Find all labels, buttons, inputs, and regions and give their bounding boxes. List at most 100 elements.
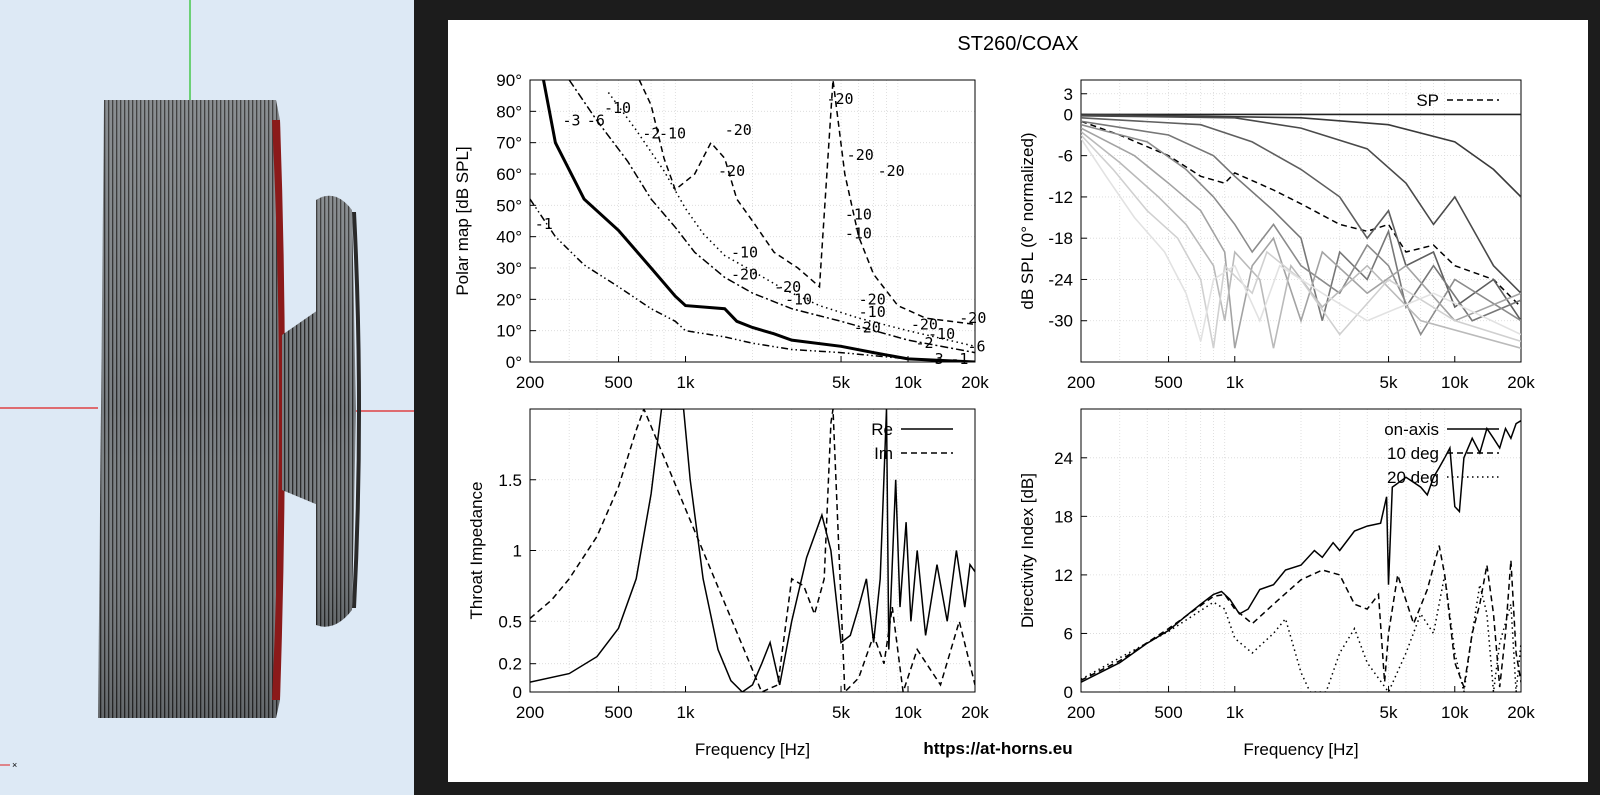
chart-polar-map: 200 500 1k 5k 10k 20k 0° 10° 20° 30° 40° 50° 60° 70° 8… — [453, 71, 989, 392]
x-tick-label: 10k — [894, 703, 922, 722]
legend-label: 20 deg — [1387, 468, 1439, 487]
contour-label: -10 — [859, 303, 886, 321]
contour-label: -10 — [731, 243, 758, 261]
contour-label: -20 — [878, 162, 905, 180]
contour-label: -20 — [859, 290, 886, 308]
y-axis-label: Throat Impedance — [467, 482, 486, 620]
series-group — [530, 80, 975, 362]
series-group — [1081, 113, 1521, 349]
contour-label: -10 — [845, 206, 872, 224]
legend-label: Im — [874, 444, 893, 463]
x-tick-label: 5k — [1380, 703, 1398, 722]
charts-group: 200 500 1k 5k 10k 20k 0° 10° 20° 30° 40° 50° 60° 70° 8… — [453, 71, 1535, 759]
y-tick-label: -12 — [1048, 188, 1073, 207]
y-tick-label: 0.5 — [498, 612, 522, 631]
y-tick-label: -30 — [1048, 312, 1073, 331]
report-title: ST260/COAX — [957, 33, 1078, 55]
legend-label: on-axis — [1384, 420, 1439, 439]
y-tick-label: 30° — [496, 259, 522, 278]
series-line — [1081, 130, 1521, 349]
series-line — [1081, 113, 1521, 198]
series-line-on-axis — [1081, 420, 1521, 683]
x-tick-label: 1k — [1226, 703, 1244, 722]
series-line — [1081, 127, 1521, 349]
y-tick-label: 12 — [1054, 566, 1073, 585]
series-line — [530, 198, 975, 362]
svg-text:×: × — [12, 760, 17, 770]
chart-directivity-index: 200 500 1k 5k 10k 20k 0 6 12 18 24 Directivity Inde… — [1018, 408, 1535, 759]
x-tick-label: 1k — [677, 373, 695, 392]
legend-label: 10 deg — [1387, 444, 1439, 463]
y-tick-label: 1 — [513, 542, 522, 561]
series-line-im — [530, 409, 975, 692]
series-line-re — [530, 409, 975, 692]
y-tick-label: 0 — [1064, 105, 1073, 124]
y-tick-label: -24 — [1048, 270, 1073, 289]
y-tick-label: 50° — [496, 196, 522, 215]
series-line — [568, 80, 975, 354]
x-axis-label: Frequency [Hz] — [1243, 740, 1358, 759]
y-axis-label: Directivity Index [dB] — [1018, 473, 1037, 628]
x-tick-label: 5k — [832, 373, 850, 392]
x-tick-label: 200 — [516, 373, 544, 392]
y-tick-label: 60° — [496, 165, 522, 184]
contour-label: -3 — [926, 350, 944, 368]
series-line — [542, 80, 975, 362]
x-tick-label: 5k — [832, 703, 850, 722]
x-tick-label: 200 — [516, 703, 544, 722]
origin-axis-icon: × — [0, 760, 17, 770]
x-tick-label: 500 — [604, 703, 632, 722]
horn-body — [98, 100, 361, 718]
horn-3d-view[interactable]: × — [0, 0, 414, 795]
contour-label: -2 — [642, 124, 660, 142]
series-line — [1081, 123, 1521, 337]
series-line-10-deg — [1081, 545, 1521, 691]
x-tick-label: 10k — [1441, 373, 1469, 392]
viewport-separator — [414, 0, 448, 795]
y-tick-label: 80° — [496, 102, 522, 121]
y-tick-label: 0 — [513, 683, 522, 702]
series-group — [1081, 420, 1521, 692]
contour-label: -3 — [563, 112, 581, 130]
report-charts: ST260/COAX https://at-horns.eu 200 500 1k 5… — [453, 33, 1535, 759]
series-line — [1081, 138, 1521, 342]
model-viewport[interactable]: × — [0, 0, 414, 795]
x-tick-label: 20k — [961, 703, 989, 722]
footer-url[interactable]: https://at-horns.eu — [923, 739, 1072, 758]
y-tick-label: 70° — [496, 134, 522, 153]
contour-label: -1 — [950, 350, 968, 368]
chart-normalized-spl: 200 500 1k 5k 10k 20k 30 -6 -12 -18 -24 -30 dB SPL (… — [1018, 79, 1535, 392]
contour-label: -20 — [847, 146, 874, 164]
x-tick-label: 10k — [1441, 703, 1469, 722]
contour-label: -20 — [774, 278, 801, 296]
contour-label: -1 — [535, 215, 553, 233]
x-tick-label: 5k — [1380, 373, 1398, 392]
contour-label: -20 — [725, 121, 752, 139]
plot-frame — [1080, 79, 1522, 363]
y-tick-label: 20° — [496, 290, 522, 309]
chart-throat-impedance: 200 500 1k 5k 10k 20k 0 0.2 0.5 1 1.5 Throat Impeda… — [467, 408, 989, 759]
y-tick-label: 90° — [496, 71, 522, 90]
y-tick-label: -18 — [1048, 229, 1073, 248]
series-group — [530, 409, 975, 692]
plot-frame — [529, 79, 976, 363]
series-line — [638, 80, 975, 326]
y-tick-label: 24 — [1054, 449, 1073, 468]
x-tick-label: 10k — [894, 373, 922, 392]
x-tick-label: 1k — [1226, 373, 1244, 392]
contour-label: -6 — [587, 112, 605, 130]
legend-label: SP — [1416, 91, 1439, 110]
contour-label: -20 — [718, 162, 745, 180]
legend-label: Re — [871, 420, 893, 439]
y-tick-label: 0 — [1064, 683, 1073, 702]
contour-label: -10 — [845, 225, 872, 243]
series-line — [1081, 134, 1521, 349]
plot-frame — [1080, 408, 1522, 693]
contour-label: -20 — [854, 319, 881, 337]
contour-label: -10 — [659, 124, 686, 142]
y-tick-label: 0° — [506, 353, 522, 372]
contour-label: -10 — [928, 325, 955, 343]
contour-label: -20 — [826, 90, 853, 108]
y-tick-label: 40° — [496, 228, 522, 247]
contour-label: -10 — [785, 290, 812, 308]
